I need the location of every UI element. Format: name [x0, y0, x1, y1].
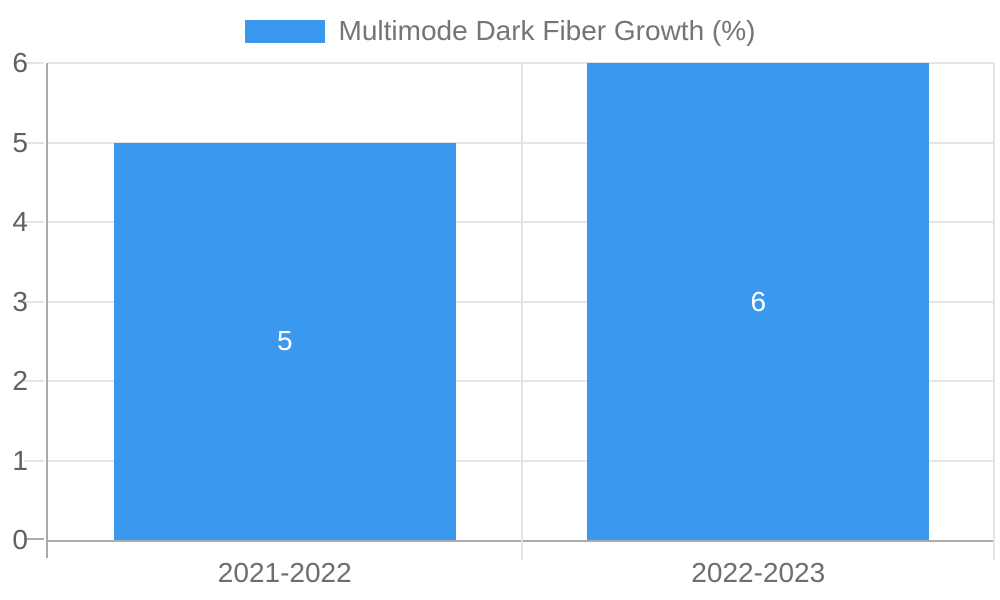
y-tick	[24, 538, 44, 540]
v-gridline	[993, 63, 995, 560]
y-tick-label: 6	[12, 47, 28, 78]
y-tick-label: 1	[12, 444, 28, 476]
y-tick-label: 0	[12, 524, 28, 555]
y-tick	[24, 380, 44, 382]
y-tick	[24, 62, 44, 64]
y-tick	[24, 300, 44, 303]
y-tick-label: 3	[12, 285, 28, 317]
y-tick	[24, 141, 44, 144]
bar-value-label: 5	[276, 325, 293, 357]
legend-swatch	[244, 19, 325, 43]
bar-2022-2023[interactable]: 6	[587, 63, 930, 540]
v-gridline	[521, 63, 523, 560]
y-tick	[24, 459, 44, 462]
y-tick-label: 2	[12, 365, 28, 396]
legend-label: Multimode Dark Fiber Growth (%)	[338, 15, 756, 46]
y-tick-label: 4	[12, 206, 28, 237]
y-tick	[24, 221, 44, 223]
chart-legend: Multimode Dark Fiber Growth (%)	[0, 14, 1000, 48]
y-tick-label: 5	[12, 126, 28, 158]
x-category-label: 2021-2022	[217, 557, 352, 588]
bar-value-label: 6	[750, 285, 767, 317]
x-category-label: 2022-2023	[691, 557, 826, 588]
x-axis-tick	[46, 540, 48, 558]
bar-2021-2022[interactable]: 5	[113, 142, 456, 540]
